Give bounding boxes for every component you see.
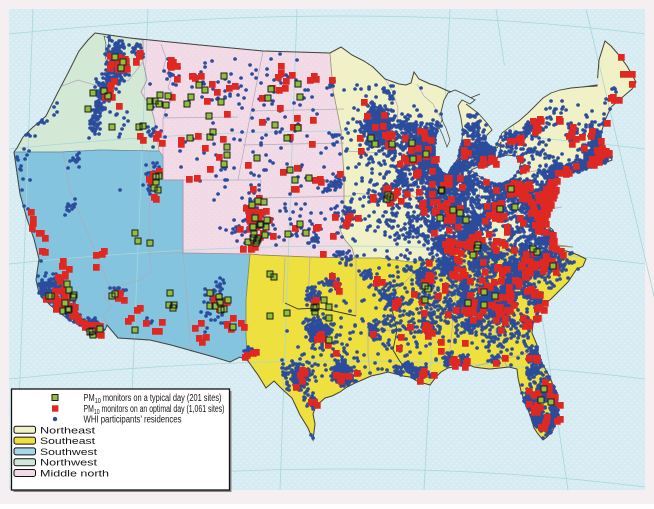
svg-text:PM10 monitors on an optimal da: PM10 monitors on an optimal day (1,061 s… <box>84 404 225 416</box>
svg-text:Northwest: Northwest <box>40 458 97 469</box>
svg-text:Southeast: Southeast <box>40 436 95 447</box>
svg-text:Southwest: Southwest <box>40 447 97 458</box>
svg-text:Middle north: Middle north <box>40 469 109 480</box>
svg-text:PM10 monitors on a typical day: PM10 monitors on a typical day (201 site… <box>84 393 222 405</box>
svg-text:Northeast: Northeast <box>40 425 95 436</box>
svg-text:WHI participants’ residences: WHI participants’ residences <box>84 415 182 426</box>
